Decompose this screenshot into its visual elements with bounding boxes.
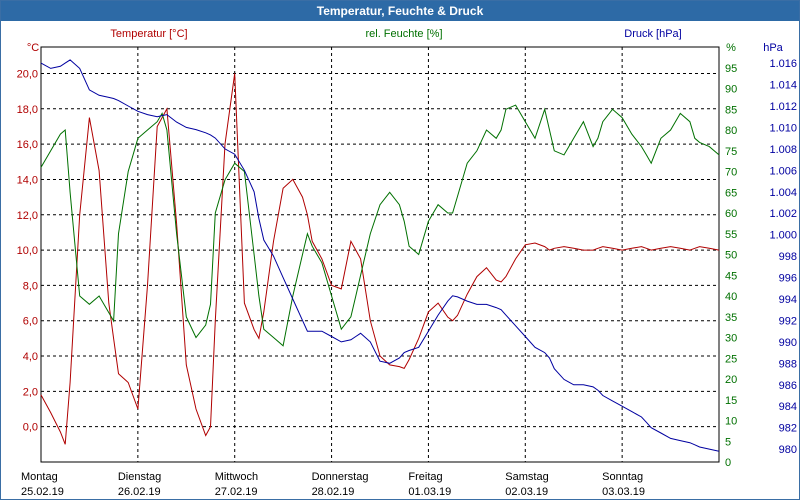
humidity-tick-label: 45 [725,270,737,282]
pressure-tick-label: 982 [779,423,797,435]
pressure-tick-label: 1.010 [769,122,797,134]
pressure-line [40,59,720,452]
humidity-tick-label: 30 [725,333,737,345]
temperature-tick-label: 18,0 [17,104,38,116]
pressure-tick-label: 996 [779,273,797,285]
pressure-tick-label: 1.006 [769,165,797,177]
pressure-tick-label: 980 [779,444,797,456]
x-date-label: 03.03.19 [602,486,645,498]
x-day-label: Samstag [505,471,548,483]
temperature-tick-label: 6,0 [23,316,38,328]
temperature-tick-label: 2,0 [23,386,38,398]
line-chart: Temperatur [°C] rel. Feuchte [%] Druck [… [17,28,797,498]
temperature-tick-label: 0,0 [23,422,38,434]
x-date-label: 01.03.19 [408,486,451,498]
pressure-tick-label: 994 [779,294,797,306]
humidity-tick-label: 40 [725,291,737,303]
pressure-tick-label: 1.014 [769,80,797,92]
humidity-axis-title: rel. Feuchte [%] [365,28,442,40]
temperature-tick-label: 14,0 [17,174,38,186]
temperature-tick-label: 20,0 [17,68,38,80]
x-axis-labels: Montag 25.02.19 Dienstag 26.02.19 Mittwoch 27… [21,471,645,498]
humidity-tick-label: 50 [725,250,737,262]
humidity-unit-label: % [726,42,736,54]
humidity-tick-label: 5 [725,436,731,448]
humidity-tick-label: 0 [725,457,731,469]
humidity-tick-label: 90 [725,84,737,96]
humidity-tick-label: 80 [725,125,737,137]
x-day-label: Dienstag [118,471,161,483]
temperature-tick-label: 10,0 [17,245,38,257]
humidity-tick-label: 10 [725,416,737,428]
plot-frame [40,46,720,463]
humidity-tick-label: 15 [725,395,737,407]
pressure-tick-label: 1.012 [769,101,797,113]
pressure-tick-label: 1.008 [769,144,797,156]
temperature-tick-label: 8,0 [23,280,38,292]
pressure-unit-label: hPa [763,42,783,54]
window-title: Temperatur, Feuchte & Druck [1,1,799,21]
humidity-tick-label: 35 [725,312,737,324]
pressure-tick-label: 1.004 [769,187,797,199]
pressure-tick-label: 986 [779,380,797,392]
temperature-axis-title: Temperatur [°C] [110,28,187,40]
humidity-tick-label: 85 [725,104,737,116]
humidity-tick-label: 65 [725,187,737,199]
series-lines [40,59,720,452]
pressure-tick-label: 990 [779,337,797,349]
x-day-label: Sonntag [602,471,643,483]
temperature-unit-label: °C [27,42,39,54]
humidity-tick-label: 20 [725,374,737,386]
pressure-tick-label: 1.002 [769,208,797,220]
x-date-label: 28.02.19 [312,486,355,498]
x-day-label: Mittwoch [215,471,258,483]
humidity-tick-label: 55 [725,229,737,241]
x-day-label: Donnerstag [312,471,369,483]
humidity-tick-label: 75 [725,146,737,158]
humidity-tick-label: 25 [725,353,737,365]
pressure-tick-label: 988 [779,358,797,370]
temperature-tick-label: 12,0 [17,210,38,222]
x-date-label: 26.02.19 [118,486,161,498]
pressure-tick-label: 984 [779,401,797,413]
pressure-tick-label: 1.000 [769,230,797,242]
temperature-tick-label: 16,0 [17,139,38,151]
pressure-axis-title: Druck [hPa] [624,28,681,40]
x-day-label: Freitag [408,471,442,483]
x-day-label: Montag [21,471,58,483]
humidity-line [40,104,720,347]
humidity-tick-label: 95 [725,63,737,75]
humidity-tick-label: 60 [725,208,737,220]
pressure-tick-label: 992 [779,315,797,327]
pressure-tick-label: 1.016 [769,58,797,70]
tick-labels: 20,0 18,0 16,0 14,0 12,0 10,0 8,0 6,0 4,0 2,0 0,0 9… [17,58,797,469]
temperature-tick-label: 4,0 [23,351,38,363]
x-date-label: 02.03.19 [505,486,548,498]
humidity-tick-label: 70 [725,167,737,179]
temperature-line [40,73,720,445]
x-date-label: 27.02.19 [215,486,258,498]
x-date-label: 25.02.19 [21,486,64,498]
pressure-tick-label: 998 [779,251,797,263]
grid-lines [40,46,720,463]
